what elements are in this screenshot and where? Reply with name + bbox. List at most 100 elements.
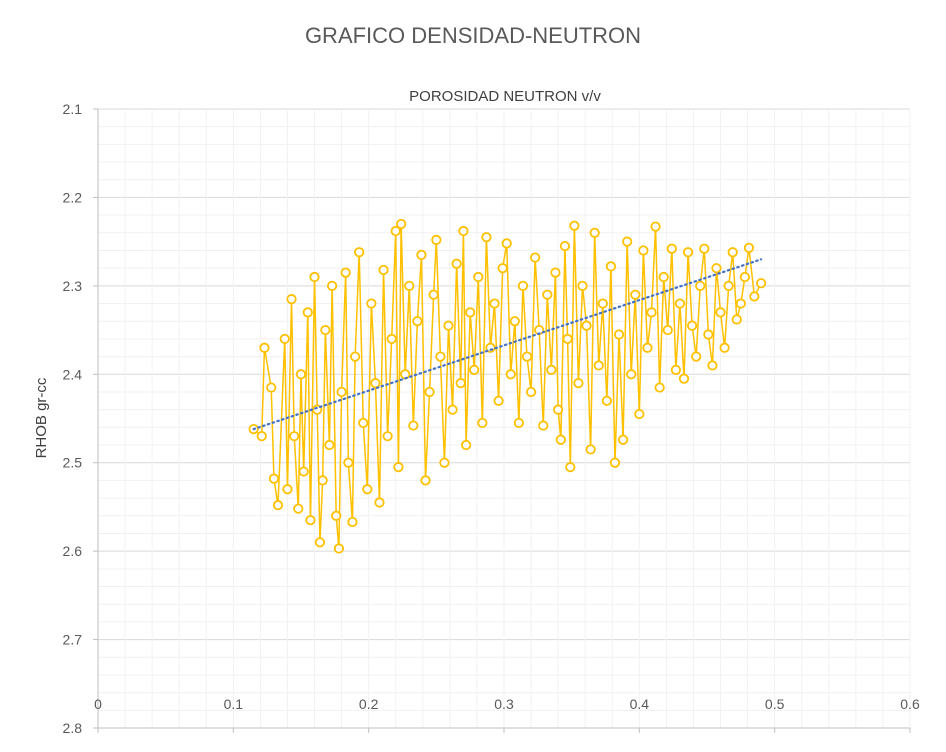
y-tick-label: 2.1 bbox=[63, 101, 83, 117]
data-point bbox=[295, 369, 307, 380]
data-point bbox=[521, 351, 533, 362]
data-point bbox=[513, 417, 524, 429]
data-point bbox=[538, 420, 549, 431]
data-point bbox=[408, 420, 419, 431]
data-point bbox=[286, 294, 297, 305]
data-point bbox=[293, 503, 304, 514]
data-point bbox=[282, 484, 293, 495]
data-point bbox=[305, 515, 316, 526]
data-point bbox=[370, 378, 381, 389]
data-point bbox=[279, 333, 290, 345]
data-point bbox=[715, 307, 726, 318]
data-point bbox=[565, 462, 576, 473]
data-point bbox=[378, 264, 389, 276]
data-point bbox=[362, 484, 373, 495]
data-point bbox=[727, 247, 738, 258]
data-point bbox=[340, 267, 351, 278]
data-point bbox=[530, 252, 541, 263]
data-point bbox=[654, 382, 665, 393]
data-point bbox=[756, 278, 767, 289]
data-point bbox=[331, 510, 342, 521]
data-point bbox=[739, 271, 750, 283]
data-point bbox=[555, 434, 566, 445]
x-tick-label: 0.3 bbox=[494, 696, 514, 712]
trendline-group bbox=[252, 258, 763, 431]
data-point bbox=[687, 320, 698, 331]
data-point bbox=[358, 417, 369, 429]
data-point bbox=[404, 280, 415, 291]
data-point bbox=[553, 404, 564, 415]
trendline bbox=[252, 258, 763, 431]
data-point bbox=[622, 236, 633, 247]
data-point bbox=[517, 280, 529, 291]
data-point bbox=[447, 404, 458, 415]
data-point bbox=[613, 329, 625, 340]
data-point bbox=[670, 364, 681, 375]
data-point bbox=[509, 316, 520, 327]
data-point bbox=[390, 225, 401, 237]
data-point bbox=[465, 307, 476, 318]
chart-title: GRAFICO DENSIDAD-NEUTRON bbox=[305, 23, 641, 48]
data-point bbox=[682, 247, 694, 258]
data-point bbox=[314, 537, 326, 548]
data-point bbox=[443, 320, 454, 331]
data-point bbox=[309, 271, 320, 283]
data-point bbox=[324, 439, 335, 451]
data-point bbox=[428, 289, 439, 300]
y-tick-label: 2.7 bbox=[63, 632, 83, 648]
data-point bbox=[493, 395, 504, 406]
data-point bbox=[374, 497, 385, 508]
data-point bbox=[435, 351, 446, 362]
data-point bbox=[597, 298, 608, 309]
data-point bbox=[542, 289, 553, 300]
data-point bbox=[505, 369, 516, 380]
y-axis-title: RHOB gr-cc bbox=[33, 377, 50, 458]
x-tick-label: 0.4 bbox=[630, 696, 650, 712]
data-point bbox=[302, 307, 313, 318]
data-point bbox=[386, 333, 397, 345]
data-point bbox=[333, 543, 344, 554]
data-point bbox=[581, 320, 592, 331]
data-point bbox=[703, 329, 714, 340]
data-point bbox=[501, 238, 512, 249]
data-point bbox=[455, 378, 466, 389]
data-point bbox=[259, 342, 270, 353]
data-point bbox=[393, 462, 404, 473]
data-point bbox=[473, 271, 484, 283]
data-point bbox=[458, 225, 469, 237]
data-point bbox=[593, 360, 604, 371]
data-point bbox=[678, 373, 690, 384]
data-point bbox=[497, 263, 508, 274]
data-point bbox=[431, 234, 442, 245]
data-point bbox=[343, 457, 354, 468]
x-tick-label: 0.5 bbox=[765, 696, 785, 712]
data-point bbox=[626, 369, 637, 380]
data-point bbox=[416, 249, 427, 261]
data-point bbox=[691, 351, 702, 362]
data-point bbox=[634, 408, 645, 420]
data-point bbox=[609, 457, 621, 468]
data-point bbox=[699, 243, 710, 254]
data-point bbox=[317, 475, 328, 486]
data-point bbox=[420, 475, 431, 486]
data-point bbox=[396, 218, 407, 230]
data-point bbox=[350, 351, 361, 362]
data-point bbox=[723, 280, 734, 291]
data-point bbox=[562, 333, 573, 345]
data-point bbox=[382, 431, 393, 442]
data-point bbox=[320, 324, 331, 336]
data-point bbox=[412, 316, 423, 327]
data-point bbox=[477, 417, 488, 429]
data-point bbox=[327, 280, 338, 291]
data-point bbox=[525, 386, 537, 398]
data-point bbox=[256, 431, 267, 442]
data-series bbox=[248, 218, 767, 554]
data-point bbox=[658, 271, 669, 283]
data-point bbox=[424, 386, 435, 398]
data-point bbox=[461, 439, 472, 451]
data-point bbox=[695, 280, 706, 291]
data-point bbox=[719, 342, 730, 353]
data-point bbox=[646, 307, 657, 318]
